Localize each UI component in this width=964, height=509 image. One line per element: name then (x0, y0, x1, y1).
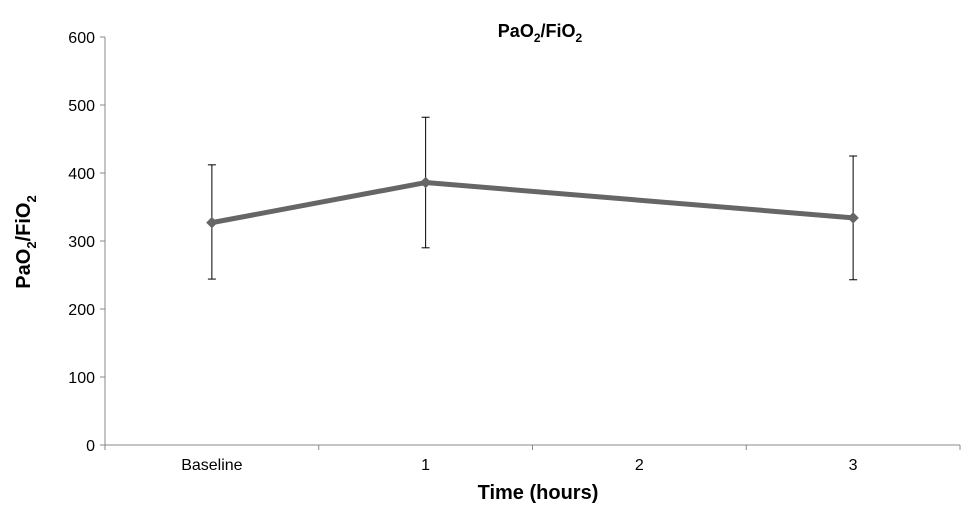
axes (100, 36, 961, 450)
series (206, 116, 859, 281)
y-tick-label: 600 (68, 30, 95, 47)
x-tick-label: 1 (421, 457, 430, 474)
chart-title-part: PaO (498, 21, 534, 41)
series-line (211, 180, 854, 226)
chart-title: PaO2/FiO2 (498, 21, 583, 45)
y-tick-label: 300 (68, 234, 95, 251)
chart-title-part: /FiO (541, 21, 576, 41)
y-axis-title-subscript: 2 (24, 195, 39, 202)
x-axis-title: Time (hours) (478, 482, 599, 504)
y-tick-label: 200 (68, 302, 95, 319)
y-axis-title-part: /FiO (13, 203, 35, 242)
chart-title-subscript: 2 (534, 31, 541, 45)
y-tick-label: 0 (86, 438, 95, 455)
x-tick-label: Baseline (181, 457, 242, 474)
y-tick-label: 100 (68, 370, 95, 387)
y-tick-label: 500 (68, 98, 95, 115)
x-tick-label: 2 (635, 457, 644, 474)
x-tick-label: 3 (849, 457, 858, 474)
y-axis-title-subscript: 2 (24, 241, 39, 248)
tick-labels: 0 100 200 300 400 500 600 Baseline 1 2 3 (68, 30, 857, 474)
y-tick-label: 400 (68, 166, 95, 183)
y-axis-title-part: PaO (13, 249, 35, 289)
data-point-marker (206, 216, 218, 229)
data-point-marker (419, 176, 432, 189)
data-point-marker (847, 212, 859, 224)
chart-title-subscript: 2 (576, 31, 583, 45)
y-axis-title: PaO2/FiO2 (13, 195, 39, 288)
